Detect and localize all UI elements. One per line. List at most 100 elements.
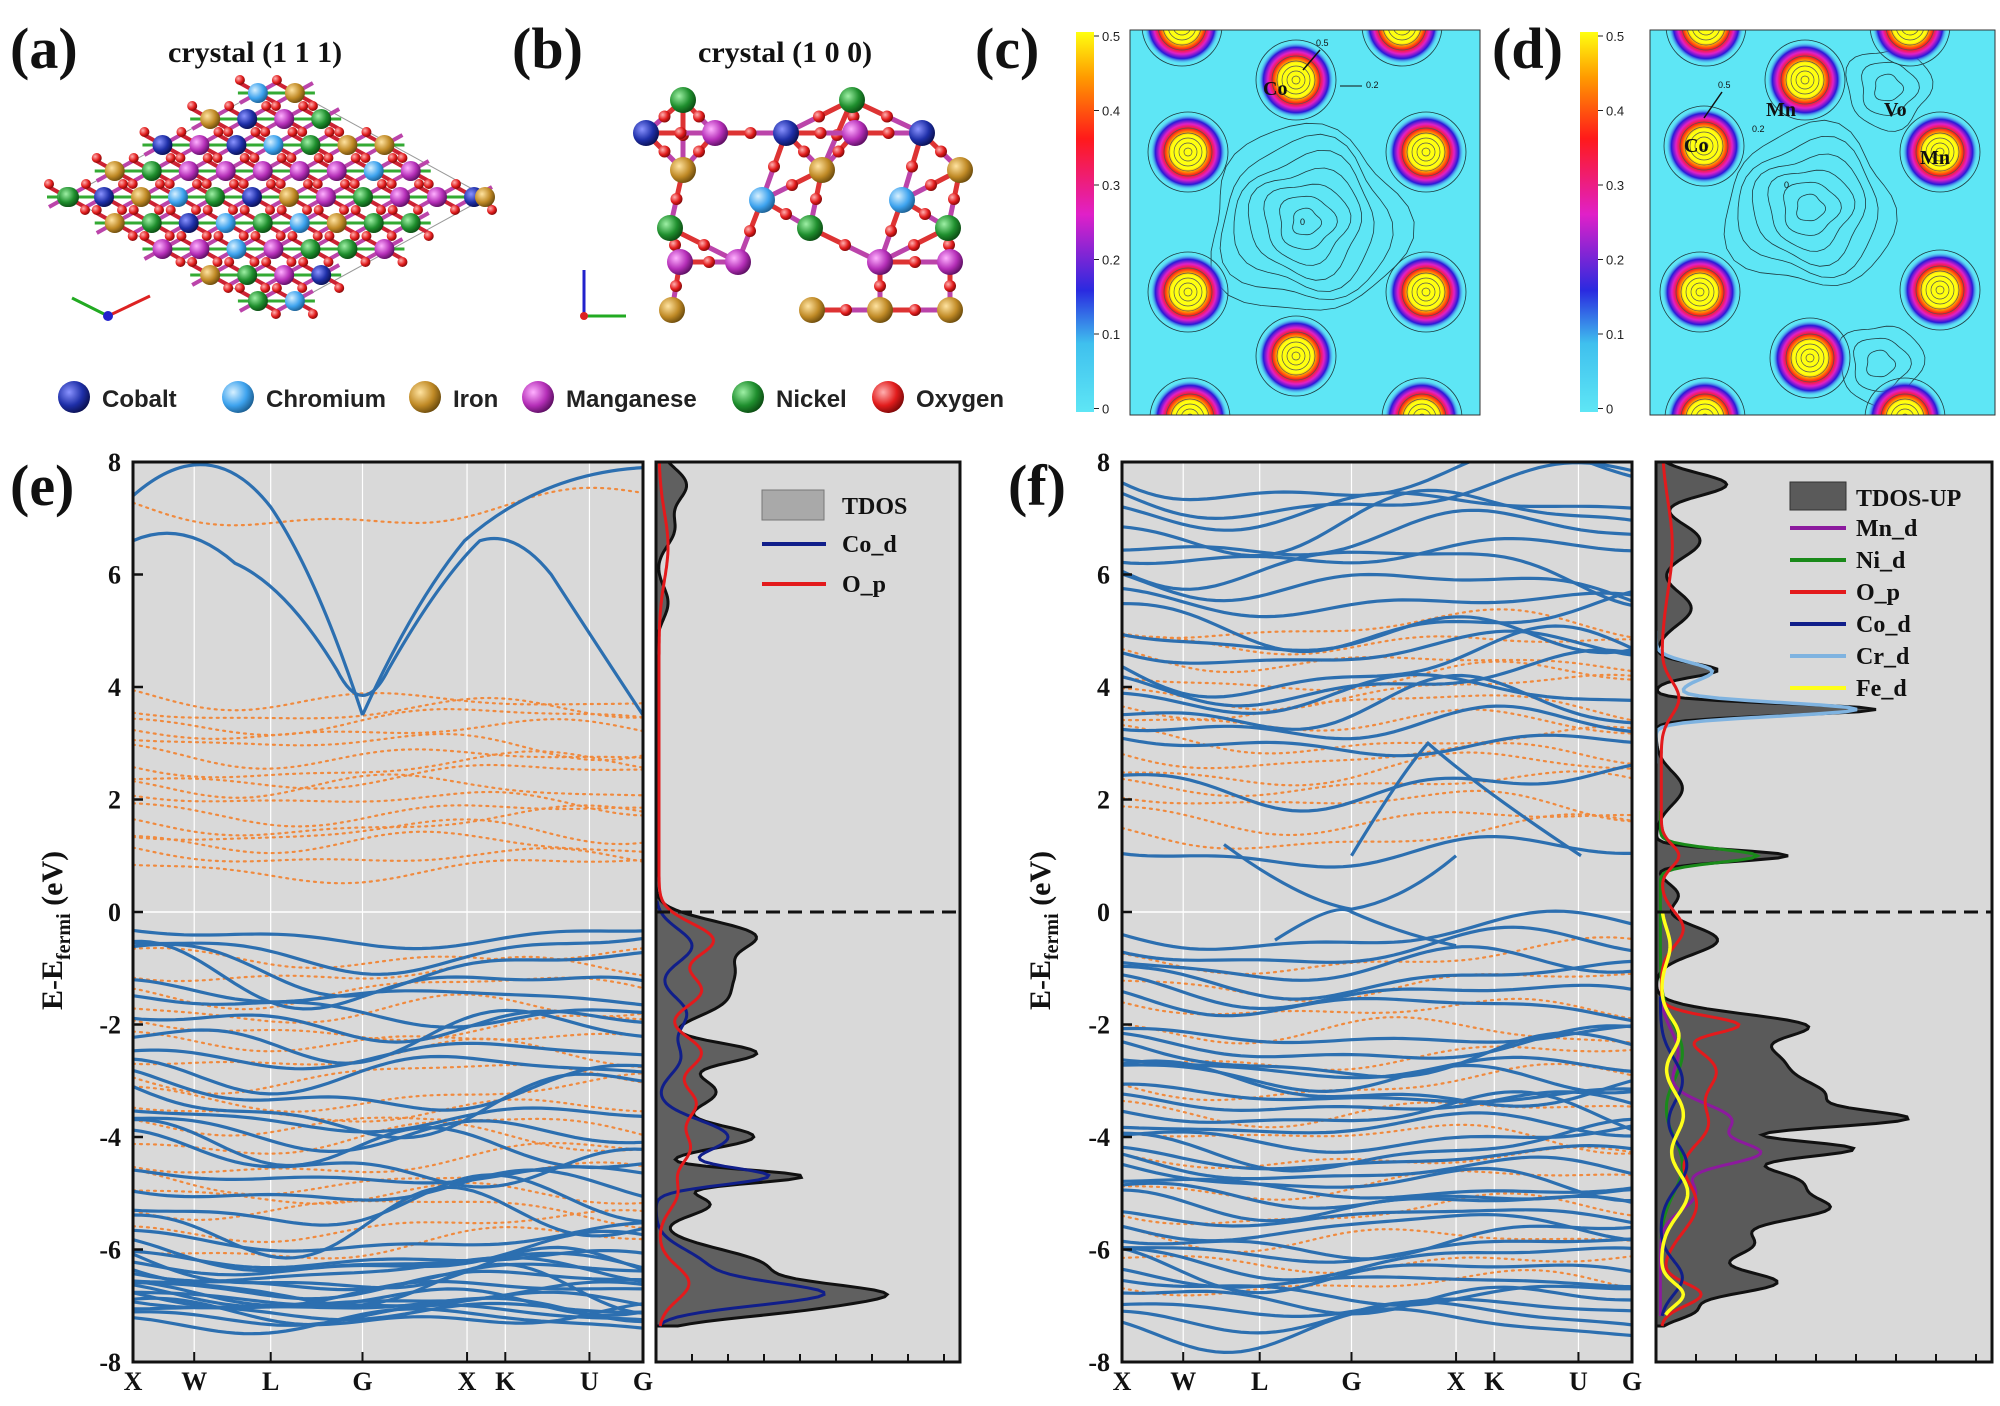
iron-legend-label: Iron — [453, 386, 498, 413]
svg-text:-2: -2 — [99, 1011, 121, 1040]
legend-co-d: Co_d — [842, 532, 897, 558]
panel-d-atom-mn-top: Mn — [1766, 99, 1796, 121]
panel-label-a: (a) — [10, 16, 78, 81]
band-line-up — [1122, 1111, 1632, 1138]
svg-text:0.3: 0.3 — [1102, 178, 1120, 193]
band-line-dn — [1122, 1225, 1632, 1254]
band-line-up — [1122, 1090, 1632, 1132]
band-line-up — [133, 1072, 643, 1140]
svg-text:-8: -8 — [99, 1348, 121, 1377]
band-line-dn — [133, 802, 643, 828]
panel-label-d: (d) — [1492, 16, 1563, 81]
panel-c-atom-co: Co — [1263, 78, 1287, 100]
legend-co-d-f: Co_d — [1856, 612, 1911, 638]
crystal-100-structure — [633, 87, 973, 323]
band-line-up — [133, 939, 643, 1011]
band-line-up — [1122, 1237, 1632, 1264]
band-line-up — [1122, 989, 1632, 1023]
panel-label-b: (b) — [512, 16, 583, 81]
band-line-up — [133, 1041, 643, 1071]
manganese-legend-swatch — [522, 381, 554, 413]
band-line-dn — [133, 773, 643, 799]
band-line-up — [133, 1221, 643, 1253]
band-line-dn — [1122, 1016, 1632, 1045]
band-line-up — [1122, 572, 1632, 603]
oxygen-legend-label: Oxygen — [916, 386, 1004, 413]
panel-d-atom-mn-right: Mn — [1920, 147, 1950, 169]
band-line-dn — [1122, 789, 1632, 823]
band-line-up — [1122, 945, 1632, 982]
band-line-up — [133, 1301, 643, 1322]
band-line-up — [1122, 1143, 1632, 1171]
svg-text:0.5: 0.5 — [1606, 29, 1624, 44]
band-line-dn — [133, 1072, 643, 1113]
svg-text:0: 0 — [1606, 402, 1613, 417]
band-line-dn — [1122, 742, 1632, 770]
legend-cr-d: Cr_d — [1856, 644, 1910, 670]
legend-tdos-up: TDOS-UP — [1856, 486, 1961, 512]
svg-text:0.2: 0.2 — [1366, 80, 1379, 90]
svg-text:0: 0 — [108, 898, 121, 927]
band-line-up — [1122, 835, 1632, 869]
oxygen-legend-swatch — [872, 381, 904, 413]
band-line-up — [133, 1280, 643, 1309]
svg-text:W: W — [1170, 1367, 1196, 1396]
svg-text:G: G — [1622, 1367, 1642, 1396]
svg-text:0.4: 0.4 — [1606, 104, 1624, 119]
band-line-dn — [133, 1142, 643, 1174]
band-line-dn — [1122, 751, 1632, 787]
band-line-up — [1122, 1152, 1632, 1181]
band-line-dn — [1122, 1170, 1632, 1201]
band-line-dn — [133, 750, 643, 779]
svg-text:0.2: 0.2 — [1752, 124, 1765, 134]
band-line-dn — [133, 707, 643, 737]
band-line-dn — [133, 1030, 643, 1053]
band-line-up — [1274, 907, 1457, 948]
band-line-up — [1122, 1278, 1632, 1307]
svg-text:2: 2 — [108, 786, 121, 815]
band-line-up — [1122, 1024, 1632, 1060]
svg-text:G: G — [633, 1367, 653, 1396]
svg-text:0.1: 0.1 — [1102, 327, 1120, 342]
svg-text:0.5: 0.5 — [1102, 29, 1120, 44]
svg-text:0.3: 0.3 — [1606, 178, 1624, 193]
legend-tdos: TDOS — [842, 494, 907, 520]
band-line-dn — [1122, 724, 1632, 755]
svg-text:8: 8 — [1097, 448, 1110, 477]
band-line-up — [1122, 1188, 1632, 1223]
band-line-up — [1122, 648, 1632, 708]
band-line-up — [1122, 1307, 1632, 1355]
band-line-up — [133, 1279, 643, 1307]
band-line-up — [133, 1116, 643, 1154]
band-line-dn — [133, 689, 643, 712]
svg-text:K: K — [495, 1367, 516, 1396]
fe-d-curve — [1660, 911, 1690, 1316]
svg-text:G: G — [352, 1367, 372, 1396]
band-line-up — [1122, 1285, 1632, 1316]
svg-text:U: U — [580, 1367, 599, 1396]
axes-triad-a — [71, 294, 151, 321]
nickel-legend-swatch — [732, 381, 764, 413]
svg-text:-4: -4 — [1088, 1123, 1110, 1152]
panel-d-colorbar: 0.5 0.4 0.3 0.2 0.1 0 — [1580, 29, 1624, 417]
band-line-dn — [133, 830, 643, 855]
svg-text:-6: -6 — [99, 1236, 121, 1265]
svg-text:0.5: 0.5 — [1718, 80, 1731, 90]
o-p-curve-f — [1659, 462, 1741, 1327]
iron-legend-swatch — [409, 381, 441, 413]
band-line-dn — [133, 732, 643, 762]
svg-text:K: K — [1484, 1367, 1505, 1396]
panel-f-ylabel: E-Efermi (eV) — [1024, 851, 1063, 1010]
panel-label-e: (e) — [10, 453, 74, 518]
legend-mn-d: Mn_d — [1856, 516, 1918, 542]
band-line-up — [1122, 1246, 1632, 1295]
band-line-up — [361, 466, 643, 716]
svg-text:0.5: 0.5 — [1316, 38, 1329, 48]
band-line-up — [1122, 1059, 1632, 1108]
band-line-dn — [133, 818, 643, 846]
band-line-dn — [133, 486, 643, 527]
svg-text:X: X — [458, 1367, 477, 1396]
band-line-up — [133, 1118, 643, 1170]
